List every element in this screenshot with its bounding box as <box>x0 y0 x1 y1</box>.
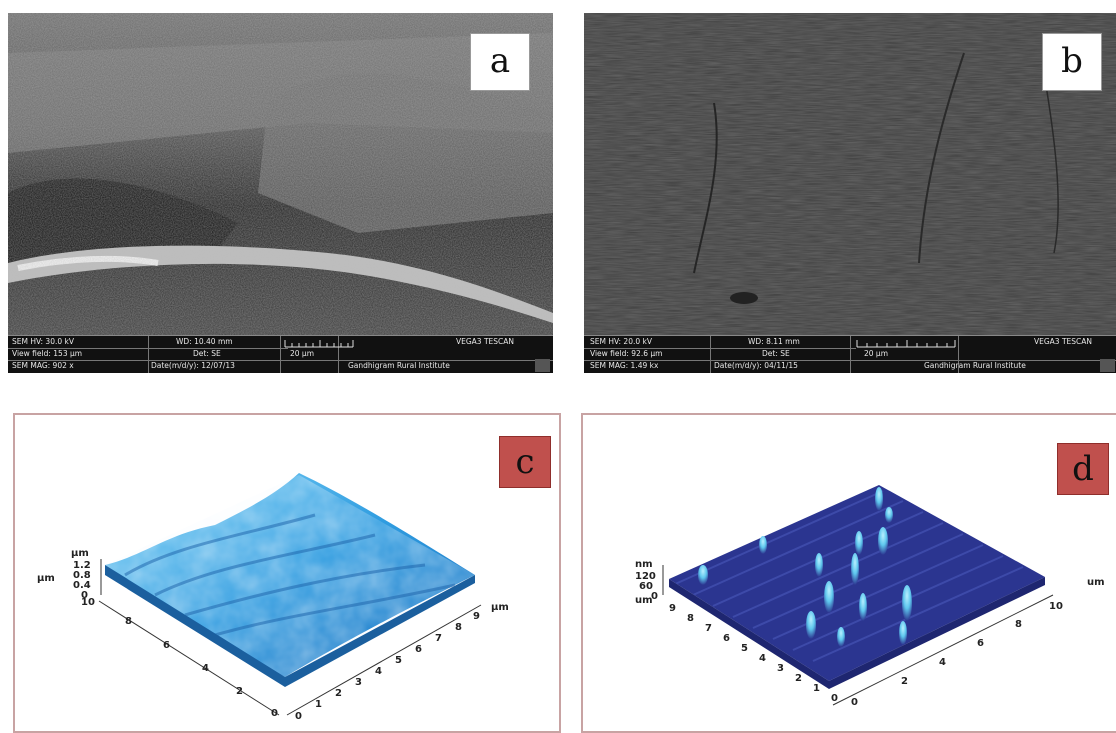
sem-wd: WD: 10.40 mm <box>176 337 233 346</box>
sem-image-a: a SEM HV: 30.0 kV View field: 153 µm SEM… <box>8 13 553 373</box>
panel-label-c: c <box>499 436 551 488</box>
x-tick: 3 <box>355 677 362 688</box>
y-tick: 3 <box>777 663 784 674</box>
afm-panel-c: µm 1.2 0.8 0.4 0 µm 10 8 6 4 2 0 0 1 2 3… <box>13 413 561 733</box>
corner-icon <box>535 359 550 372</box>
scale-bar <box>284 340 354 348</box>
sem-hv: SEM HV: 20.0 kV <box>590 337 652 346</box>
z-tick: 0.8 <box>73 570 91 581</box>
sem-info-bar-a: SEM HV: 30.0 kV View field: 153 µm SEM M… <box>8 335 553 373</box>
sem-image-b: b SEM HV: 20.0 kV View field: 92.6 µm SE… <box>584 13 1116 373</box>
x-tick: 1 <box>315 699 322 710</box>
y-tick: 2 <box>795 673 802 684</box>
x-tick: 6 <box>415 644 422 655</box>
x-tick: 0 <box>295 711 302 722</box>
x-tick: 8 <box>455 622 462 633</box>
z-tick: 60 <box>639 581 653 592</box>
x-tick: 10 <box>1049 601 1063 612</box>
x-tick: 0 <box>851 697 858 708</box>
sem-date: Date(m/d/y): 12/07/13 <box>151 361 235 370</box>
sem-micrograph-a <box>8 13 553 335</box>
z-unit-label: µm <box>71 548 89 559</box>
y-tick: 0 <box>831 693 838 704</box>
x-tick: 9 <box>473 611 480 622</box>
afm-peaks <box>698 487 912 647</box>
brand-label: VEGA3 TESCAN <box>1034 337 1093 346</box>
y-unit-label: um <box>635 595 653 606</box>
corner-icon <box>1100 359 1115 372</box>
y-tick: 10 <box>81 597 95 608</box>
y-tick: 4 <box>759 653 766 664</box>
y-tick: 8 <box>687 613 694 624</box>
sem-date: Date(m/d/y): 04/11/15 <box>714 361 798 370</box>
afm-surface-plot-c: µm 1.2 0.8 0.4 0 µm 10 8 6 4 2 0 0 1 2 3… <box>37 473 509 722</box>
x-tick: 2 <box>901 676 908 687</box>
y-tick: 9 <box>669 603 676 614</box>
sem-view-field: View field: 92.6 µm <box>590 349 663 358</box>
z-tick: 0.4 <box>73 580 91 591</box>
y-tick: 1 <box>813 683 820 694</box>
y-tick: 2 <box>236 686 243 697</box>
brand-label: VEGA3 TESCAN <box>456 337 515 346</box>
sem-view-field: View field: 153 µm <box>12 349 83 358</box>
x-unit-label: um <box>1087 577 1105 588</box>
x-tick: 5 <box>395 655 402 666</box>
y-tick: 7 <box>705 623 712 634</box>
z-tick: 0 <box>651 591 658 602</box>
institute-label: Gandhigram Rural Institute <box>348 361 450 370</box>
scale-label: 20 µm <box>864 349 889 358</box>
x-tick: 2 <box>335 688 342 699</box>
sem-wd: WD: 8.11 mm <box>748 337 800 346</box>
sem-info-bar-b: SEM HV: 20.0 kV View field: 92.6 µm SEM … <box>584 335 1116 373</box>
sem-hv: SEM HV: 30.0 kV <box>12 337 74 346</box>
scale-label: 20 µm <box>290 349 315 358</box>
panel-label-b: b <box>1042 33 1102 91</box>
y-tick: 5 <box>741 643 748 654</box>
y-tick: 0 <box>271 708 278 719</box>
sem-det: Det: SE <box>762 349 790 358</box>
panel-label-d: d <box>1057 443 1109 495</box>
afm-surface-plot-d: nm 120 60 0 um 9 8 7 6 5 4 3 2 1 0 10 8 … <box>635 485 1105 708</box>
x-tick: 8 <box>1015 619 1022 630</box>
z-tick: 0 <box>81 590 88 601</box>
x-tick: 4 <box>939 657 946 668</box>
y-tick: 6 <box>723 633 730 644</box>
y-tick: 6 <box>163 640 170 651</box>
sem-micrograph-b <box>584 13 1116 335</box>
z-tick: 120 <box>635 571 656 582</box>
z-unit-label: nm <box>635 559 653 570</box>
afm-panel-d: nm 120 60 0 um 9 8 7 6 5 4 3 2 1 0 10 8 … <box>581 413 1116 733</box>
sem-det: Det: SE <box>193 349 221 358</box>
sem-mag: SEM MAG: 902 x <box>12 361 74 370</box>
institute-label: Gandhigram Rural Institute <box>924 361 1026 370</box>
y-tick: 4 <box>202 663 209 674</box>
x-unit-label: µm <box>491 602 509 613</box>
z-tick: 1.2 <box>73 560 91 571</box>
scale-bar <box>856 340 956 348</box>
x-tick: 7 <box>435 633 442 644</box>
y-tick: 8 <box>125 616 132 627</box>
sem-mag: SEM MAG: 1.49 kx <box>590 361 659 370</box>
x-tick: 4 <box>375 666 382 677</box>
panel-label-a: a <box>470 33 530 91</box>
x-tick: 6 <box>977 638 984 649</box>
y-unit-label: µm <box>37 573 55 584</box>
